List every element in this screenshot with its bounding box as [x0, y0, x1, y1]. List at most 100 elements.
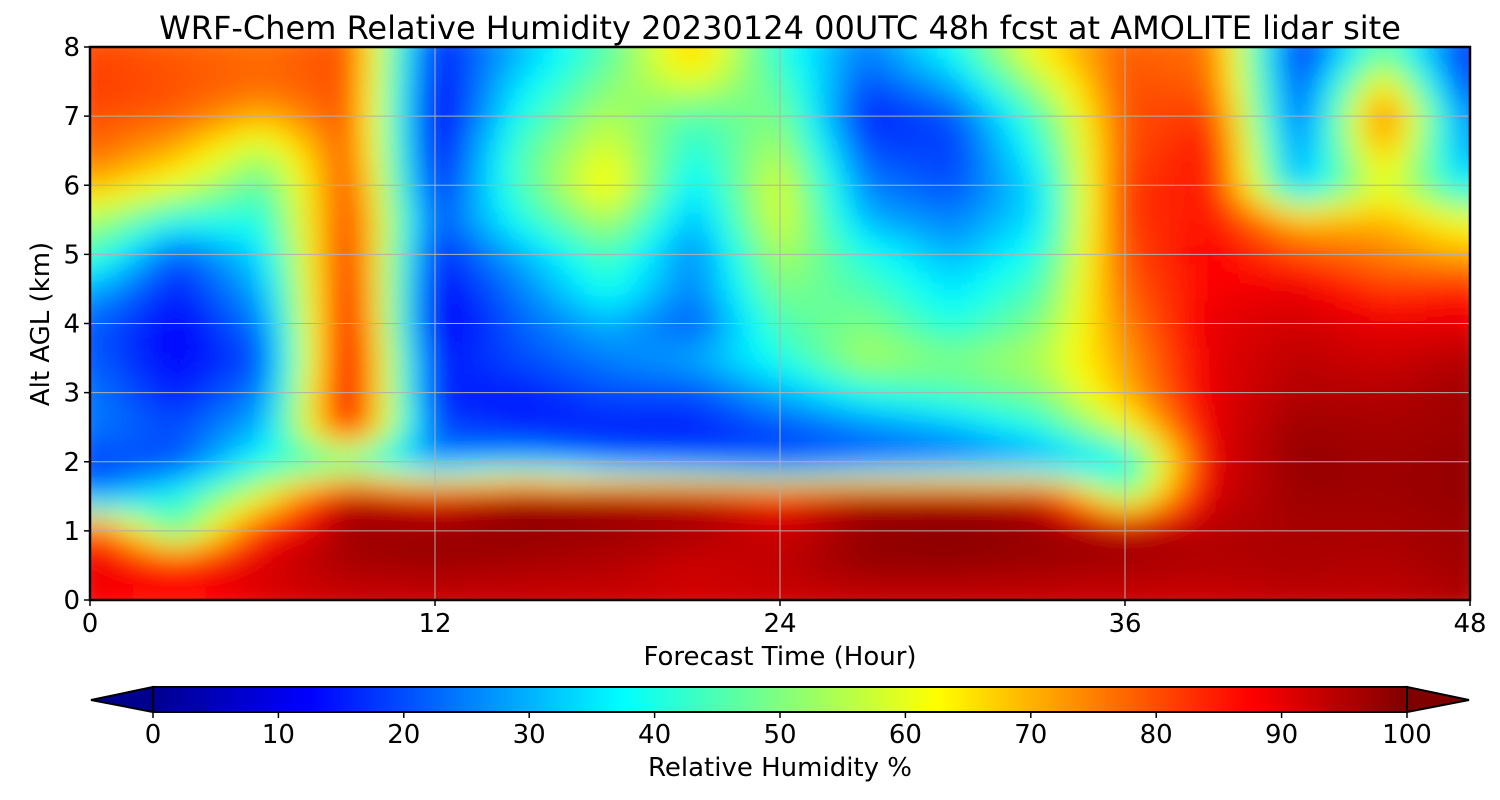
heatmap-cell	[895, 358, 910, 371]
heatmap-cell	[334, 242, 350, 255]
heatmap-cell	[751, 300, 767, 313]
heatmap-cell	[1441, 323, 1457, 336]
heatmap-cell	[578, 358, 594, 371]
heatmap-cell	[1038, 311, 1054, 325]
heatmap-cell	[895, 93, 910, 106]
heatmap-cell	[506, 150, 522, 163]
heatmap-cell	[1441, 335, 1457, 348]
heatmap-cell	[665, 484, 680, 497]
heatmap-cell	[133, 104, 149, 117]
heatmap-cell	[190, 70, 206, 83]
heatmap-cell	[578, 588, 594, 600]
heatmap-cell	[133, 588, 149, 600]
heatmap-cell	[952, 58, 968, 71]
heatmap-cell	[1340, 588, 1356, 600]
heatmap-cell	[866, 553, 882, 567]
heatmap-cell	[1355, 323, 1370, 336]
heatmap-cell	[391, 496, 407, 509]
heatmap-cell	[1182, 300, 1198, 313]
heatmap-cell	[650, 484, 666, 497]
heatmap-cell	[1383, 208, 1399, 221]
heatmap-cell	[1254, 288, 1270, 302]
heatmap-cell	[550, 139, 565, 152]
heatmap-cell	[736, 323, 752, 336]
heatmap-cell	[1225, 288, 1241, 302]
heatmap-cell	[1355, 219, 1370, 232]
heatmap-cell	[1340, 185, 1356, 198]
heatmap-cell	[291, 116, 307, 129]
heatmap-cell	[909, 404, 925, 417]
heatmap-cell	[1254, 104, 1270, 117]
heatmap-cell	[722, 415, 738, 428]
heatmap-cell	[909, 496, 925, 509]
heatmap-cell	[1268, 415, 1284, 428]
heatmap-cell	[1297, 346, 1313, 359]
heatmap-cell	[593, 288, 609, 302]
heatmap-cell	[506, 369, 522, 382]
heatmap-cell	[1024, 173, 1040, 186]
heatmap-cell	[1110, 588, 1126, 600]
heatmap-cell	[118, 116, 134, 129]
heatmap-cell	[205, 381, 220, 394]
heatmap-cell	[506, 139, 522, 152]
heatmap-cell	[1254, 127, 1270, 140]
heatmap-cell	[1254, 450, 1270, 463]
heatmap-cell	[1168, 415, 1184, 428]
heatmap-cell	[1441, 185, 1457, 198]
heatmap-cell	[1081, 311, 1097, 325]
heatmap-cell	[176, 323, 192, 336]
heatmap-cell	[104, 519, 120, 532]
heatmap-cell	[291, 208, 307, 221]
heatmap-cell	[607, 288, 623, 302]
heatmap-cell	[780, 242, 795, 255]
heatmap-cell	[923, 173, 939, 186]
heatmap-cell	[1125, 139, 1140, 152]
heatmap-cell	[679, 150, 695, 163]
heatmap-cell	[808, 576, 824, 590]
heatmap-cell	[219, 58, 235, 71]
heatmap-cell	[1024, 358, 1040, 371]
heatmap-cell	[1426, 254, 1442, 267]
heatmap-cell	[1196, 300, 1212, 313]
heatmap-cell	[406, 231, 422, 244]
heatmap-cell	[248, 588, 264, 600]
heatmap-cell	[650, 392, 666, 405]
heatmap-cell	[190, 311, 206, 325]
heatmap-cell	[780, 438, 795, 451]
heatmap-cell	[851, 496, 867, 509]
heatmap-cell	[276, 381, 292, 394]
heatmap-cell	[492, 196, 508, 209]
heatmap-cell	[708, 553, 724, 567]
heatmap-cell	[1139, 588, 1155, 600]
heatmap-cell	[895, 427, 910, 440]
heatmap-cell	[176, 484, 192, 497]
heatmap-cell	[981, 81, 997, 94]
heatmap-cell	[851, 415, 867, 428]
heatmap-cell	[1398, 576, 1414, 590]
heatmap-cell	[1355, 542, 1370, 555]
heatmap-cell	[104, 127, 120, 140]
heatmap-cell	[1168, 254, 1184, 267]
heatmap-cell	[1297, 265, 1313, 279]
heatmap-cell	[751, 162, 767, 175]
heatmap-cell	[780, 358, 795, 371]
heatmap-cell	[449, 231, 465, 244]
heatmap-cell	[837, 93, 853, 106]
heatmap-cell	[248, 93, 264, 106]
heatmap-cell	[1125, 70, 1140, 83]
heatmap-cell	[1096, 58, 1112, 71]
heatmap-cell	[1426, 277, 1442, 290]
heatmap-cell	[1139, 162, 1155, 175]
heatmap-cell	[463, 277, 479, 290]
heatmap-cell	[133, 381, 149, 394]
heatmap-cell	[463, 208, 479, 221]
heatmap-cell	[1311, 392, 1327, 405]
heatmap-cell	[1398, 530, 1414, 543]
x-tick-label: 48	[1453, 609, 1486, 639]
heatmap-cell	[1096, 219, 1112, 232]
heatmap-cell	[1153, 369, 1169, 382]
heatmap-cell	[851, 150, 867, 163]
heatmap-cell	[377, 127, 393, 140]
heatmap-cell	[190, 530, 206, 543]
heatmap-cell	[966, 427, 982, 440]
